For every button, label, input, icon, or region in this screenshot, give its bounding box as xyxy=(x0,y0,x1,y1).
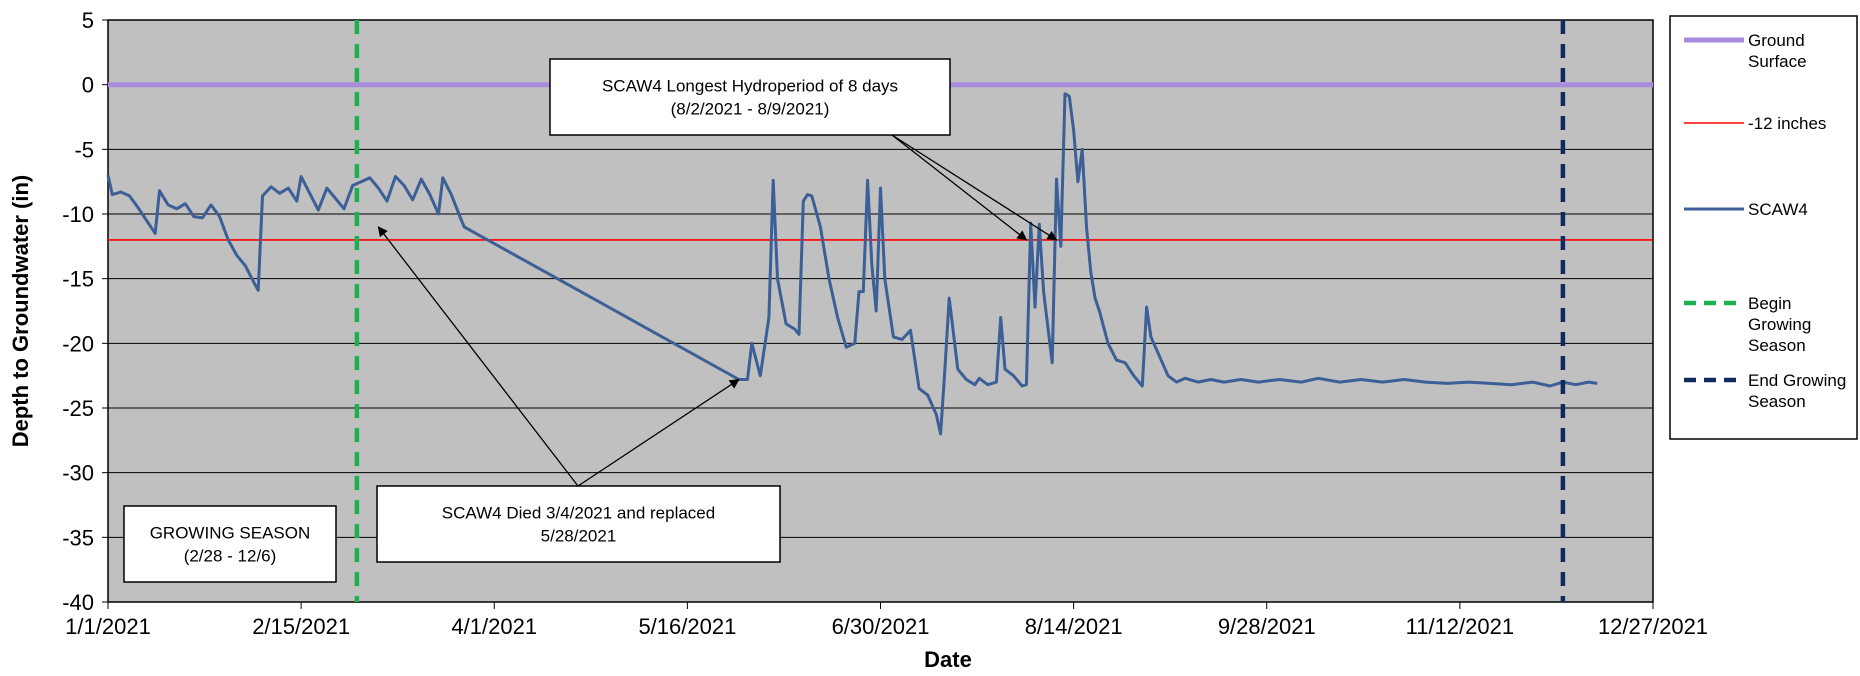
annotation-box xyxy=(123,505,337,583)
y-tick-label: -15 xyxy=(62,267,94,292)
x-tick-label: 11/12/2021 xyxy=(1406,614,1514,639)
annotations: SCAW4 Longest Hydroperiod of 8 days (8/2/… xyxy=(123,58,1058,583)
x-axis-title: Date xyxy=(924,647,972,671)
y-tick-label: -20 xyxy=(62,331,94,356)
y-axis-title: Depth to Groundwater (in) xyxy=(8,175,33,448)
legend-entries: Ground Surface -12 inches SCAW4 Begin Growing… xyxy=(1684,31,1846,411)
annotation-text: 5/28/2021 xyxy=(541,527,617,546)
y-tick-label: -25 xyxy=(62,396,94,421)
annotation-box xyxy=(376,485,781,563)
legend-label: Season xyxy=(1748,392,1806,411)
x-tick-label: 9/28/2021 xyxy=(1218,614,1316,639)
annotation-died: SCAW4 Died 3/4/2021 and replaced 5/28/202… xyxy=(376,485,781,563)
x-tick-label: 4/1/2021 xyxy=(451,614,537,639)
legend-label: SCAW4 xyxy=(1748,200,1808,219)
x-tick-label: 6/30/2021 xyxy=(832,614,930,639)
annotation-arrow xyxy=(891,134,1058,241)
legend-label: Season xyxy=(1748,336,1806,355)
y-tick-label: -30 xyxy=(62,461,94,486)
series-scaw4 xyxy=(106,92,1598,436)
x-tick-label: 12/27/2021 xyxy=(1598,614,1708,639)
annotation-arrow xyxy=(377,226,579,487)
y-tick-label: 5 xyxy=(82,8,94,33)
legend-label: Growing xyxy=(1748,315,1811,334)
legend-label: -12 inches xyxy=(1748,114,1826,133)
annotation-text: SCAW4 Longest Hydroperiod of 8 days xyxy=(602,77,898,96)
legend-box xyxy=(1669,15,1858,440)
x-tick-label: 2/15/2021 xyxy=(252,614,350,639)
annotation-text: GROWING SEASON xyxy=(150,524,311,543)
legend-label: End Growing xyxy=(1748,371,1846,390)
y-tick-label: 0 xyxy=(82,73,94,98)
axes: 5 0 -5 -10 -15 -20 -25 -30 -35 -401/1/2021 2/15/20… xyxy=(62,8,1708,639)
annotation-hydroperiod: SCAW4 Longest Hydroperiod of 8 days (8/2/… xyxy=(549,58,951,136)
legend: Ground Surface -12 inches SCAW4 Begin Growing… xyxy=(1669,15,1858,440)
annotation-arrow xyxy=(891,134,1028,241)
x-tick-label: 8/14/2021 xyxy=(1025,614,1123,639)
annotation-text: (8/2/2021 - 8/9/2021) xyxy=(671,100,830,119)
x-tick-label: 5/16/2021 xyxy=(638,614,736,639)
annotation-text: SCAW4 Died 3/4/2021 and replaced xyxy=(442,504,715,523)
y-tick-label: -5 xyxy=(74,137,94,162)
annotation-growing-season: GROWING SEASON (2/28 - 12/6) xyxy=(123,505,337,583)
y-tick-label: -10 xyxy=(62,202,94,227)
legend-label: Begin xyxy=(1748,294,1791,313)
y-tick-label: -40 xyxy=(62,590,94,615)
legend-label: Ground xyxy=(1748,31,1805,50)
annotation-text: (2/28 - 12/6) xyxy=(184,547,277,566)
y-tick-label: -35 xyxy=(62,525,94,550)
x-tick-label: 1/1/2021 xyxy=(65,614,151,639)
annotation-arrow xyxy=(577,378,740,487)
annotation-box xyxy=(549,58,951,136)
legend-label: Surface xyxy=(1748,52,1807,71)
